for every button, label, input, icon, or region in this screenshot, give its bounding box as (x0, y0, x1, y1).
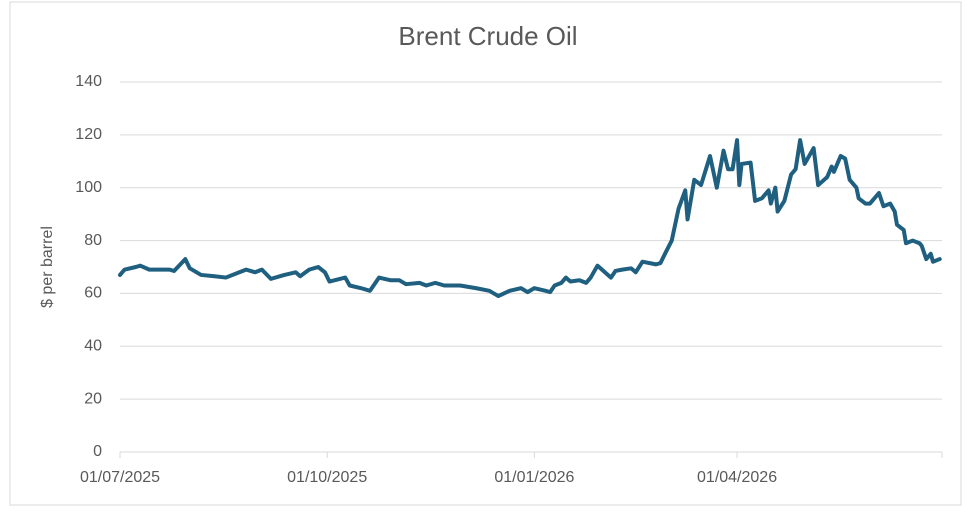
y-tick-label: 60 (84, 285, 102, 302)
line-series (118, 138, 942, 299)
y-tick-label: 120 (75, 126, 102, 143)
y-tick-label: 80 (84, 232, 102, 249)
chart-title: Brent Crude Oil (398, 21, 577, 51)
y-tick-label: 0 (93, 443, 102, 460)
y-tick-label: 140 (75, 73, 102, 90)
x-tick-label: 01/01/2026 (494, 469, 574, 486)
x-tick-label: 01/10/2025 (287, 469, 367, 486)
y-axis-label: $ per barrel (39, 226, 56, 308)
chart-frame (9, 1, 962, 506)
y-tick-label: 20 (84, 390, 102, 407)
x-tick-label: 01/04/2026 (697, 469, 777, 486)
y-tick-label: 100 (75, 179, 102, 196)
x-tick-label: 01/07/2025 (80, 469, 160, 486)
y-tick-label: 40 (84, 338, 102, 355)
